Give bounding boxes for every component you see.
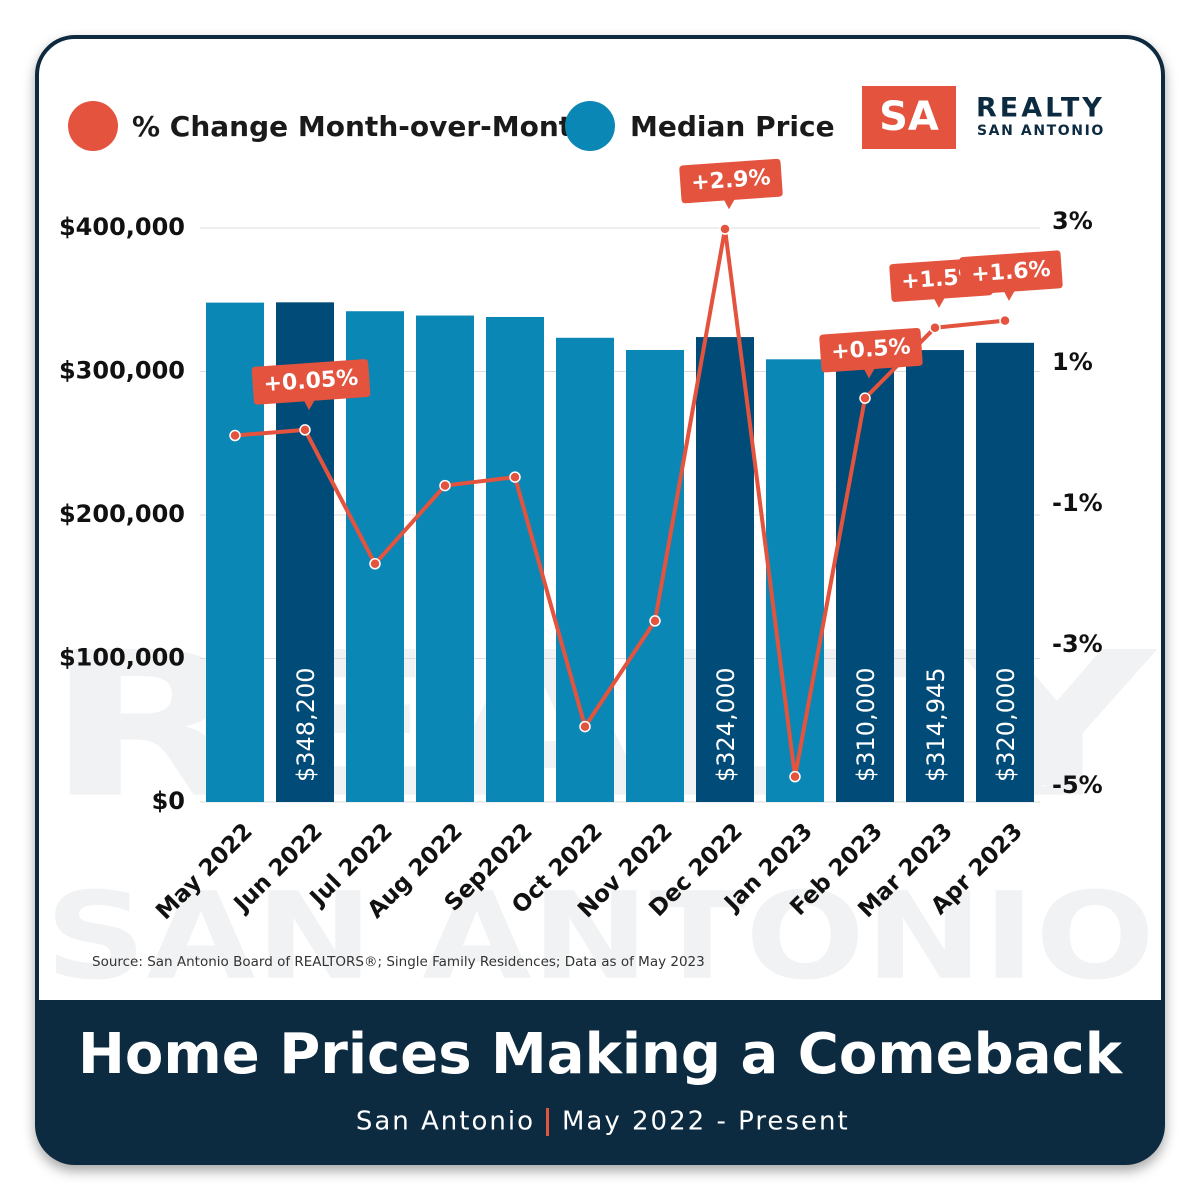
logo-box bbox=[862, 86, 956, 149]
legend-swatch bbox=[68, 101, 118, 151]
point bbox=[999, 314, 1011, 327]
bar bbox=[836, 357, 894, 802]
legend-swatch bbox=[565, 101, 615, 151]
line bbox=[234, 227, 1006, 779]
point bbox=[299, 424, 311, 436]
banner bbox=[37, 1000, 1163, 1163]
point bbox=[439, 479, 451, 492]
bar bbox=[556, 337, 614, 802]
bar-value-label: $320,000 bbox=[992, 667, 1020, 782]
point bbox=[509, 471, 521, 483]
callout-box bbox=[251, 359, 371, 411]
point bbox=[369, 558, 381, 570]
plot: $0 $100,000 $200,000 $300,000 $400,000 3% 1% -1… bbox=[59, 158, 1103, 925]
subtitle-separator bbox=[546, 1108, 549, 1136]
banner-bg bbox=[37, 1000, 1163, 1163]
watermark-word: SAN ANTONIO bbox=[45, 868, 1155, 1007]
bar-value-label: $310,000 bbox=[852, 667, 880, 782]
callout-box bbox=[819, 327, 923, 379]
callout-box bbox=[679, 158, 783, 210]
callout-label: +1.6% bbox=[970, 257, 1051, 287]
bar bbox=[766, 359, 824, 802]
point bbox=[789, 770, 801, 783]
bar bbox=[416, 315, 474, 802]
bar bbox=[486, 316, 544, 802]
title: Home Prices Making a Comeback bbox=[78, 1022, 1124, 1087]
point bbox=[579, 720, 591, 733]
bar-value-label: $348,200 bbox=[292, 667, 320, 782]
bar bbox=[626, 349, 684, 802]
source: Source: San Antonio Board of REALTORS®; … bbox=[92, 954, 705, 970]
point bbox=[929, 321, 941, 334]
callout: +0.5% bbox=[819, 327, 923, 379]
y2-tick-label: -5% bbox=[1052, 771, 1103, 799]
bar bbox=[906, 350, 964, 802]
subtitle-period: May 2022 - Present bbox=[562, 1107, 850, 1137]
logo-name: REALTY bbox=[976, 93, 1105, 124]
logo-mark: SA bbox=[879, 94, 939, 140]
y-tick-label: $300,000 bbox=[59, 357, 185, 385]
bar bbox=[976, 342, 1034, 802]
legend-label: % Change Month-over-Month bbox=[132, 110, 592, 143]
y2-tick-label: 3% bbox=[1052, 207, 1093, 235]
callout: +1.6% bbox=[959, 250, 1063, 301]
y2-tick-label: -1% bbox=[1052, 489, 1103, 517]
y-tick-label: $0 bbox=[152, 787, 185, 815]
bar-value-label: $324,000 bbox=[712, 667, 740, 782]
point bbox=[719, 223, 731, 235]
y-tick-label: $400,000 bbox=[59, 213, 185, 241]
y2-tick-label: 1% bbox=[1052, 348, 1093, 376]
callout-box bbox=[959, 250, 1063, 301]
y-tick-label: $100,000 bbox=[59, 644, 185, 672]
point bbox=[649, 615, 661, 627]
y-tick-label: $200,000 bbox=[59, 500, 185, 528]
callout-label: +2.9% bbox=[690, 165, 771, 195]
subtitle-place: San Antonio bbox=[356, 1107, 535, 1137]
bar bbox=[696, 337, 754, 802]
callout: +2.9% bbox=[679, 158, 783, 210]
callout: +0.05% bbox=[251, 359, 371, 411]
legend-label: Median Price bbox=[630, 110, 835, 143]
logo-place: SAN ANTONIO bbox=[977, 123, 1105, 139]
y2-tick-label: -3% bbox=[1052, 630, 1103, 658]
point bbox=[859, 392, 871, 404]
point bbox=[229, 429, 241, 442]
callout-label: +0.5% bbox=[830, 334, 911, 364]
bar-value-label: $314,945 bbox=[922, 667, 950, 782]
